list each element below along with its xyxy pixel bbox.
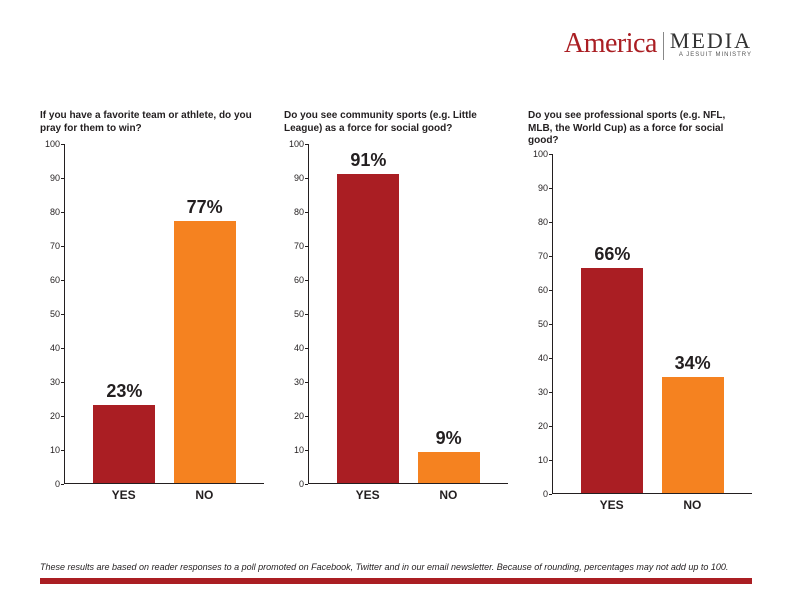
y-tick-label: 100	[289, 139, 304, 149]
x-label: YES	[337, 488, 399, 502]
chart-title: Do you see professional sports (e.g. NFL…	[528, 110, 752, 148]
y-tick-label: 60	[50, 275, 60, 285]
footer-accent-bar	[40, 578, 752, 584]
y-tick-label: 40	[50, 343, 60, 353]
chart-area: 010203040506070809010023%77%YESNO	[40, 144, 264, 504]
plot-wrap: 91% 9% YES NO	[308, 144, 508, 504]
bar: 9%	[418, 452, 480, 483]
y-tick-label: 30	[538, 387, 548, 397]
chart-area: 010203040506070809010066%34%YESNO	[528, 154, 752, 514]
logo-separator	[663, 32, 664, 60]
chart-panel: Do you see professional sports (e.g. NFL…	[528, 110, 752, 514]
y-tick-label: 10	[538, 455, 548, 465]
charts-row: If you have a favorite team or athlete, …	[40, 110, 752, 514]
x-labels: YES NO	[308, 484, 508, 502]
y-tick-label: 40	[294, 343, 304, 353]
chart-area: 010203040506070809010091%9%YESNO	[284, 144, 508, 504]
plot-area: 66% 34%	[552, 154, 752, 494]
bar-value-label: 9%	[436, 428, 462, 449]
y-tick-label: 0	[299, 479, 304, 489]
bar-value-label: 91%	[350, 150, 386, 171]
x-label: NO	[661, 498, 723, 512]
y-tick-label: 90	[538, 183, 548, 193]
y-tick-label: 10	[294, 445, 304, 455]
y-axis: 0102030405060708090100	[284, 144, 308, 504]
y-tick-label: 80	[50, 207, 60, 217]
bars-container: 23% 77%	[65, 144, 264, 483]
y-tick-label: 30	[294, 377, 304, 387]
y-tick-label: 20	[50, 411, 60, 421]
y-tick-label: 60	[294, 275, 304, 285]
brand-logo: America MEDIA A JESUIT MINISTRY	[564, 28, 752, 60]
bar: 91%	[337, 174, 399, 483]
bar: 34%	[662, 377, 724, 493]
bar-value-label: 34%	[675, 353, 711, 374]
chart-title: If you have a favorite team or athlete, …	[40, 110, 264, 138]
y-axis: 0102030405060708090100	[528, 154, 552, 514]
bars-container: 91% 9%	[309, 144, 508, 483]
plot-area: 23% 77%	[64, 144, 264, 484]
y-tick-label: 70	[538, 251, 548, 261]
logo-right-text: MEDIA	[670, 28, 752, 54]
y-tick-label: 90	[50, 173, 60, 183]
y-tick-label: 30	[50, 377, 60, 387]
y-tick-label: 100	[533, 149, 548, 159]
y-tick-label: 10	[50, 445, 60, 455]
bar: 77%	[174, 221, 236, 483]
chart-panel: If you have a favorite team or athlete, …	[40, 110, 264, 514]
x-label: YES	[581, 498, 643, 512]
y-tick-label: 50	[50, 309, 60, 319]
y-tick-label: 90	[294, 173, 304, 183]
y-tick-label: 0	[543, 489, 548, 499]
plot-area: 91% 9%	[308, 144, 508, 484]
footnote-text: These results are based on reader respon…	[40, 562, 752, 572]
plot-wrap: 23% 77% YES NO	[64, 144, 264, 504]
bar-value-label: 23%	[106, 381, 142, 402]
bars-container: 66% 34%	[553, 154, 752, 493]
x-labels: YES NO	[552, 494, 752, 512]
y-axis: 0102030405060708090100	[40, 144, 64, 504]
bar: 23%	[93, 405, 155, 483]
chart-panel: Do you see community sports (e.g. Little…	[284, 110, 508, 514]
y-tick-label: 70	[294, 241, 304, 251]
y-tick-label: 80	[294, 207, 304, 217]
bar-value-label: 77%	[187, 197, 223, 218]
logo-right-block: MEDIA A JESUIT MINISTRY	[670, 28, 752, 58]
y-tick-label: 70	[50, 241, 60, 251]
x-label: NO	[417, 488, 479, 502]
y-tick-mark	[305, 484, 308, 485]
page: America MEDIA A JESUIT MINISTRY If you h…	[0, 0, 792, 612]
y-tick-label: 0	[55, 479, 60, 489]
logo-left-text: America	[564, 28, 657, 60]
x-label: YES	[93, 488, 155, 502]
y-tick-mark	[549, 494, 552, 495]
logo-subtitle: A JESUIT MINISTRY	[670, 52, 752, 58]
y-tick-label: 100	[45, 139, 60, 149]
y-tick-label: 50	[538, 319, 548, 329]
y-tick-mark	[61, 484, 64, 485]
y-tick-label: 20	[538, 421, 548, 431]
bar: 66%	[581, 268, 643, 492]
y-tick-label: 60	[538, 285, 548, 295]
bar-value-label: 66%	[594, 244, 630, 265]
x-labels: YES NO	[64, 484, 264, 502]
chart-title: Do you see community sports (e.g. Little…	[284, 110, 508, 138]
plot-wrap: 66% 34% YES NO	[552, 154, 752, 514]
y-tick-label: 40	[538, 353, 548, 363]
x-label: NO	[173, 488, 235, 502]
y-tick-label: 80	[538, 217, 548, 227]
y-tick-label: 50	[294, 309, 304, 319]
y-tick-label: 20	[294, 411, 304, 421]
